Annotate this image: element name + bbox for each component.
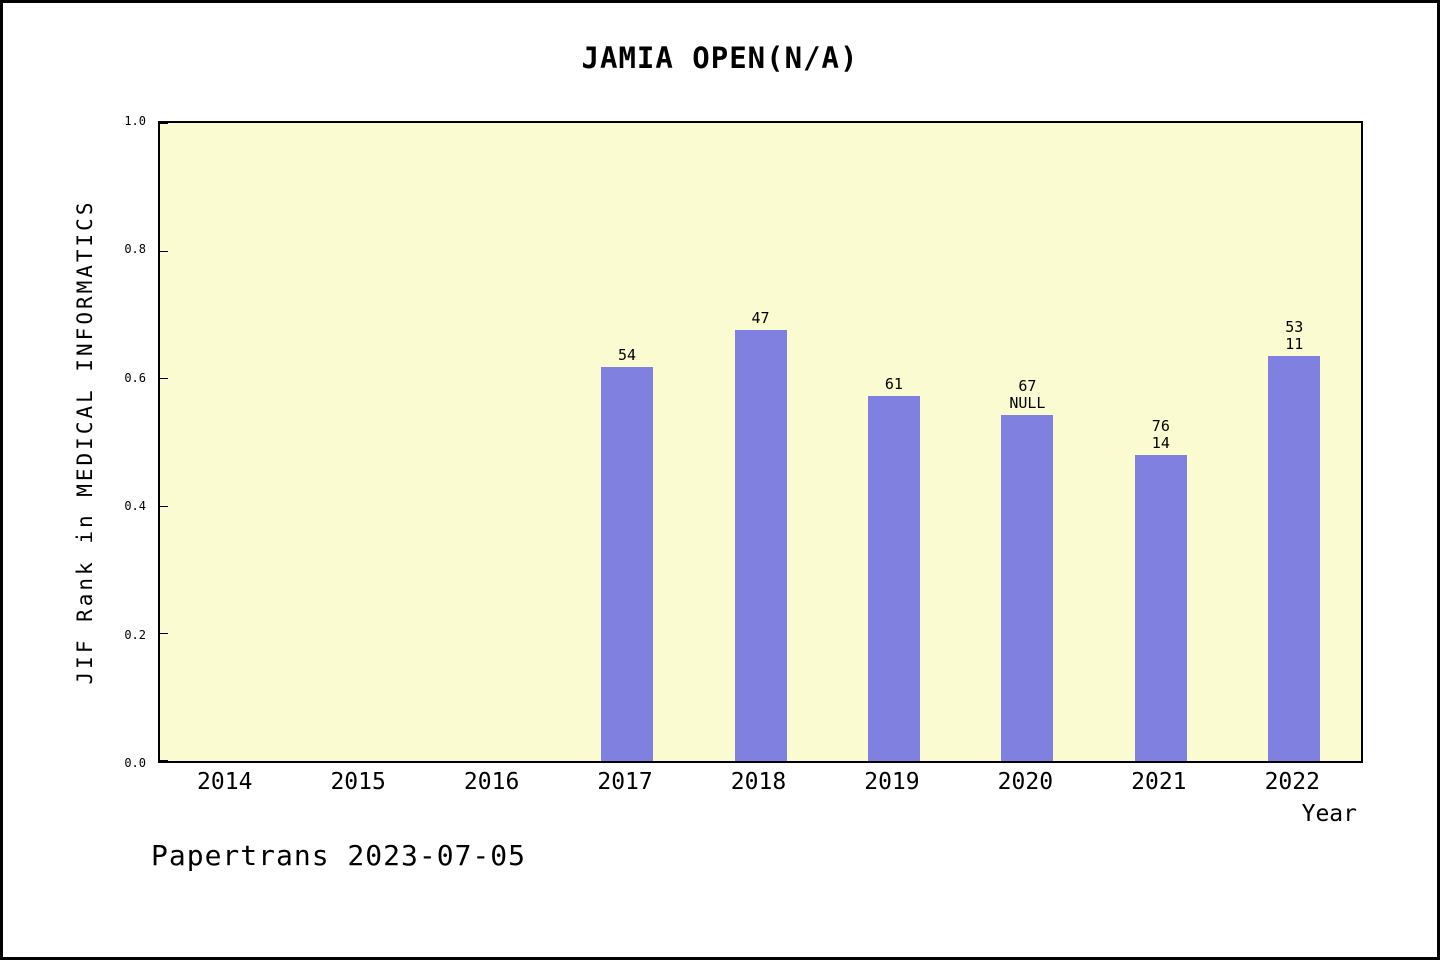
bar-value-line: 14 xyxy=(1151,433,1170,452)
y-tick-label: 0.8 xyxy=(124,242,146,257)
y-axis-tick-labels: 0.0 0.2 0.4 0.6 0.8 1.0 xyxy=(3,114,152,770)
bar-value-line: NULL xyxy=(1009,394,1046,413)
bar-value-label: 53 11 xyxy=(1244,317,1344,353)
y-tick-mark xyxy=(160,378,168,380)
y-tick-mark xyxy=(160,250,168,252)
bar xyxy=(601,366,654,761)
bar xyxy=(734,329,787,761)
y-tick-mark xyxy=(160,760,168,761)
y-tick-label: 0.0 xyxy=(124,756,146,770)
bar-value-line: 47 xyxy=(751,308,770,327)
x-axis-label: Year xyxy=(1301,801,1357,827)
bar-value-line: 11 xyxy=(1285,334,1304,353)
bar-value-line: 53 xyxy=(1285,317,1304,336)
y-tick-mark xyxy=(160,633,168,635)
bar-value-label: 76 14 xyxy=(1111,416,1211,452)
bar xyxy=(1001,415,1054,761)
bar-value-line: 61 xyxy=(884,375,903,394)
watermark-text: Papertrans 2023-07-05 xyxy=(151,839,527,872)
y-tick-label: 0.2 xyxy=(124,627,146,642)
x-axis-tick-labels: 2014 2015 2016 2017 2018 2019 2020 2021 2022 xyxy=(158,767,1363,801)
bar-value-line: 67 xyxy=(1018,377,1037,396)
chart-title: JAMIA OPEN(N/A) xyxy=(581,41,859,75)
bar-value-label: 61 xyxy=(844,376,944,393)
x-tick-label: 2019 xyxy=(864,769,920,795)
y-tick-label: 0.4 xyxy=(124,499,146,514)
plot-area: 54 47 61 67 NULL 76 14 53 11 xyxy=(158,121,1363,763)
x-tick-label: 2022 xyxy=(1264,769,1320,795)
x-tick-label: 2015 xyxy=(330,769,386,795)
y-tick-label: 0.6 xyxy=(124,370,146,385)
bar-value-label: 67 NULL xyxy=(977,378,1077,412)
x-tick-label: 2020 xyxy=(997,769,1054,795)
bar xyxy=(1268,355,1321,761)
x-tick-label: 2014 xyxy=(197,769,253,795)
bar-value-label: 54 xyxy=(577,345,677,364)
y-tick-mark xyxy=(160,123,168,124)
x-tick-label: 2017 xyxy=(597,769,653,795)
x-tick-label: 2021 xyxy=(1131,769,1187,795)
bar-value-label: 47 xyxy=(711,308,811,327)
y-tick-label: 1.0 xyxy=(124,114,146,128)
x-tick-label: 2018 xyxy=(730,769,787,795)
bar-value-line: 54 xyxy=(618,345,637,364)
x-tick-label: 2016 xyxy=(463,769,520,795)
bar-value-line: 76 xyxy=(1151,416,1170,435)
bar xyxy=(867,396,920,761)
y-tick-mark xyxy=(160,505,168,507)
bar xyxy=(1134,454,1187,761)
